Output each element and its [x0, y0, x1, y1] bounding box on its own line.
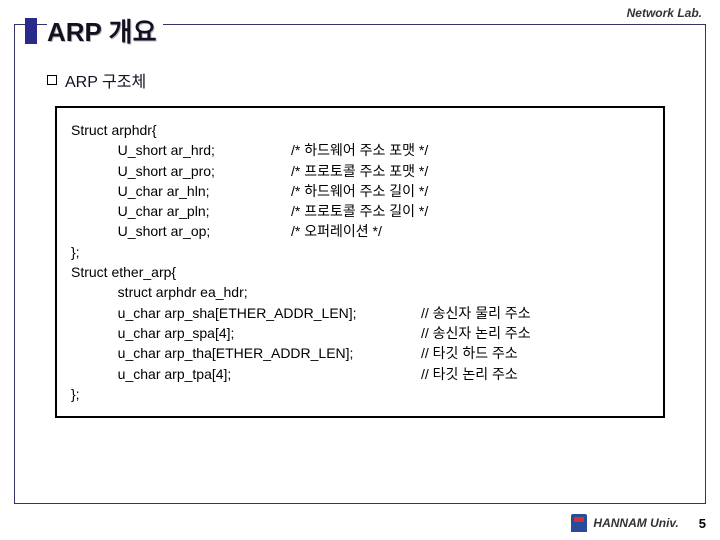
- code-line: struct arphdr ea_hdr;: [71, 282, 649, 302]
- subtitle-text: ARP 구조체: [65, 68, 146, 92]
- title-row: ARP 개요: [25, 12, 715, 49]
- code-line: U_char ar_hln;/* 하드웨어 주소 길이 */: [71, 181, 649, 201]
- code-line: u_char arp_sha[ETHER_ADDR_LEN];// 송신자 물리…: [71, 303, 649, 323]
- title-accent-block: [25, 18, 37, 44]
- code-line: Struct ether_arp{: [71, 262, 649, 282]
- bullet-square-icon: [47, 75, 57, 85]
- code-box: Struct arphdr{ U_short ar_hrd;/* 하드웨어 주소…: [55, 106, 665, 418]
- slide-frame: ARP 개요 ARP 구조체 Struct arphdr{ U_short ar…: [14, 24, 706, 504]
- page-number: 5: [699, 516, 706, 531]
- footer: HANNAM Univ. 5: [571, 514, 706, 532]
- code-line: Struct arphdr{: [71, 120, 649, 140]
- code-line: };: [71, 384, 649, 404]
- code-line: U_char ar_pln;/* 프로토콜 주소 길이 */: [71, 201, 649, 221]
- code-line: U_short ar_op;/* 오퍼레이션 */: [71, 221, 649, 241]
- code-line: U_short ar_pro;/* 프로토콜 주소 포맷 */: [71, 161, 649, 181]
- footer-university: HANNAM Univ.: [593, 516, 678, 530]
- code-line: };: [71, 242, 649, 262]
- university-logo-icon: [571, 514, 587, 532]
- code-line: u_char arp_tha[ETHER_ADDR_LEN];// 타깃 하드 …: [71, 343, 649, 363]
- code-line: u_char arp_spa[4];// 송신자 논리 주소: [71, 323, 649, 343]
- code-line: U_short ar_hrd;/* 하드웨어 주소 포맷 */: [71, 140, 649, 160]
- slide-title: ARP 개요: [47, 12, 163, 49]
- subtitle-row: ARP 구조체: [47, 68, 705, 92]
- code-line: u_char arp_tpa[4];// 타깃 논리 주소: [71, 364, 649, 384]
